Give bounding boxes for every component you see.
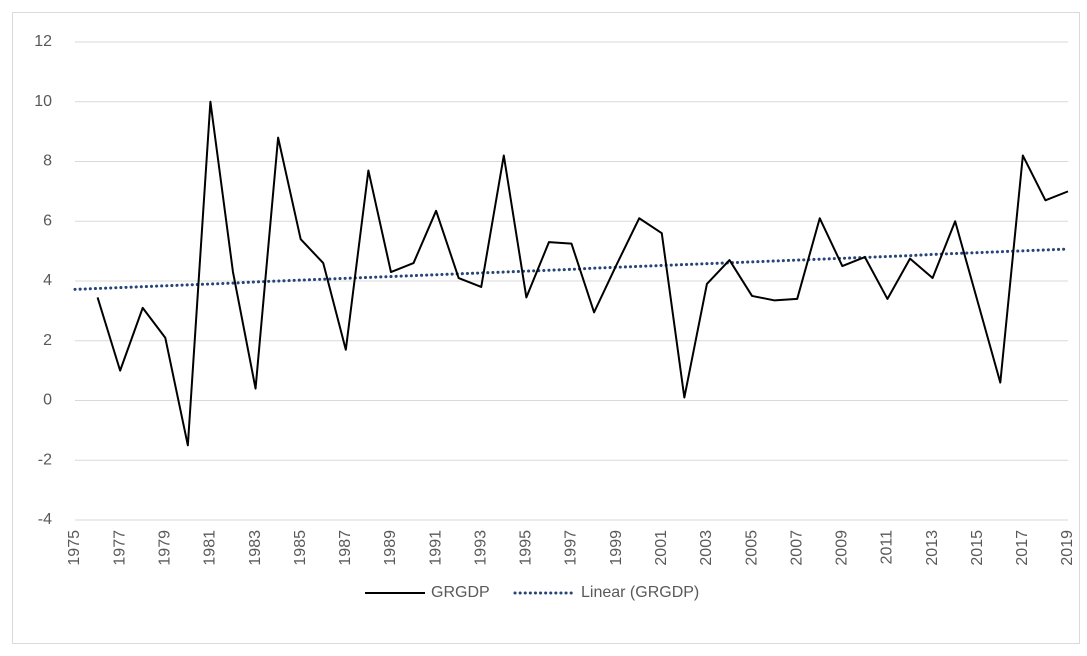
y-tick-label: 6: [43, 212, 52, 229]
x-tick-label: 1975: [66, 530, 83, 566]
y-tick-label: -4: [38, 511, 52, 528]
y-tick-label: -2: [38, 451, 52, 468]
x-tick-label: 1981: [202, 530, 219, 566]
x-tick-label: 1995: [518, 530, 535, 566]
x-tick-label: 1977: [111, 530, 128, 566]
y-tick-label: 8: [43, 153, 52, 170]
x-tick-label: 1993: [472, 530, 489, 566]
x-tick-label: 2013: [924, 530, 941, 566]
y-tick-label: 12: [34, 33, 52, 50]
x-tick-label: 2005: [743, 530, 760, 566]
y-tick-label: 0: [43, 392, 52, 409]
x-tick-label: 2001: [653, 530, 670, 566]
x-tick-label: 1997: [563, 530, 580, 566]
x-tick-label: 2007: [788, 530, 805, 566]
series-line: [96, 100, 1069, 447]
x-tick-label: 1985: [292, 530, 309, 566]
x-tick-label: 1989: [382, 530, 399, 566]
x-tick-label: 1983: [247, 530, 264, 566]
x-tick-label: 2009: [834, 530, 851, 566]
y-tick-label: 4: [43, 272, 52, 289]
x-tick-label: 2019: [1059, 530, 1076, 566]
x-tick-label: 2017: [1014, 530, 1031, 566]
x-tick-label: 2003: [698, 530, 715, 566]
legend-label: Linear (GRGDP): [581, 584, 699, 601]
chart-border: [12, 12, 1080, 644]
x-tick-label: 1999: [608, 530, 625, 566]
x-tick-label: 1987: [337, 530, 354, 566]
x-tick-label: 1991: [427, 530, 444, 566]
legend-label: GRGDP: [431, 584, 490, 601]
x-tick-label: 2011: [879, 530, 896, 565]
y-tick-label: 10: [34, 93, 52, 110]
y-tick-label: 2: [43, 332, 52, 349]
x-tick-label: 2015: [969, 530, 986, 566]
x-tick-label: 1979: [156, 530, 173, 566]
